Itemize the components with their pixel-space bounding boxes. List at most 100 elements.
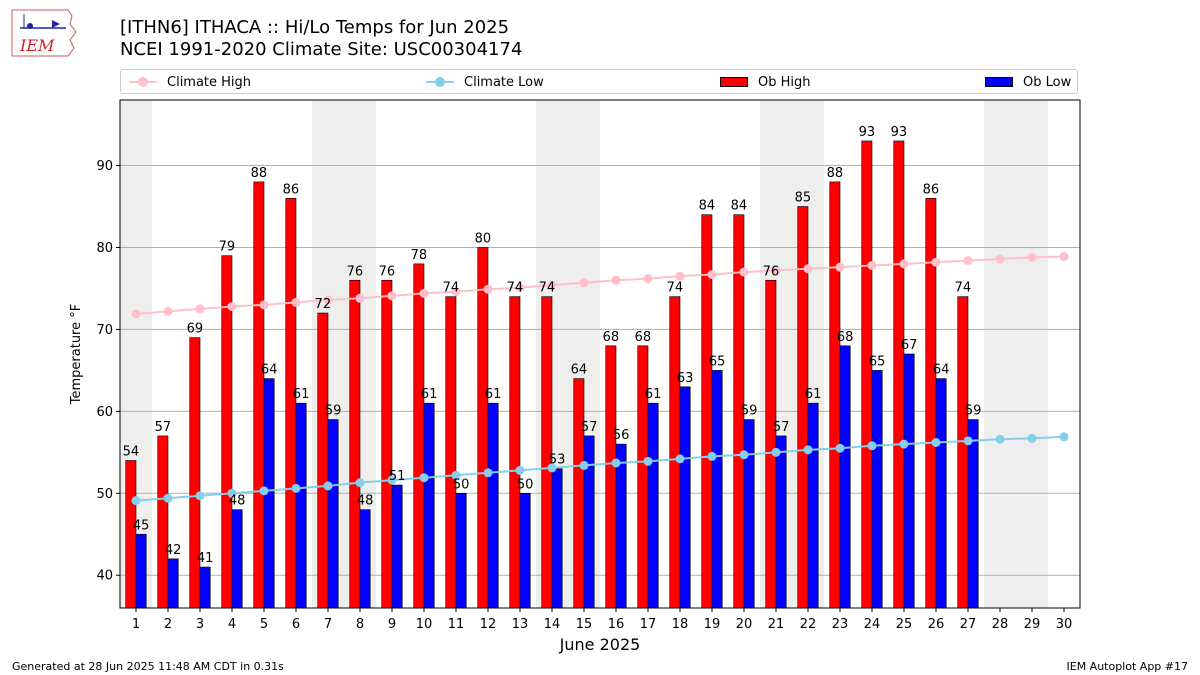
y-tick-label-50: 50: [96, 487, 113, 502]
ob-high-label-21: 76: [763, 264, 780, 279]
weekend-shade-28: [984, 100, 1016, 608]
climate-low-point-20: [739, 450, 749, 460]
ob-low-bar-10: [423, 402, 435, 609]
x-tick-label-8: 8: [356, 617, 364, 632]
climate-high-point-13: [515, 283, 525, 293]
ob-high-label-19: 84: [699, 199, 716, 214]
ob-high-label-27: 74: [955, 281, 972, 296]
ob-high-bar-17: [637, 345, 649, 609]
x-tick-label-28: 28: [992, 617, 1009, 632]
ob-low-bar-6: [295, 402, 307, 609]
ob-low-bar-23: [839, 345, 851, 609]
climate-low-point-16: [611, 458, 621, 468]
ob-high-bar-22: [797, 206, 809, 609]
ob-high-label-13: 74: [507, 281, 524, 296]
legend-label-climate-low: Climate Low: [464, 74, 544, 90]
ob-low-label-26: 64: [933, 363, 950, 378]
ob-low-bar-2: [167, 558, 179, 609]
weekend-shade-22: [792, 100, 824, 608]
logo-text: IEM: [19, 36, 55, 55]
climate-low-point-19: [707, 451, 717, 461]
x-tick-label-1: 1: [132, 617, 140, 632]
climate-low-point-22: [803, 445, 813, 455]
ob-low-label-18: 63: [677, 371, 694, 386]
climate-high-point-29: [1027, 252, 1037, 262]
legend-item-climate-low: Climate Low: [426, 73, 544, 91]
ob-high-bar-20: [733, 214, 745, 609]
climate-high-point-30: [1059, 251, 1069, 261]
climate-high-point-18: [675, 271, 685, 281]
climate-high-point-9: [387, 291, 397, 301]
climate-high-point-14: [547, 280, 557, 290]
x-tick-label-20: 20: [736, 617, 753, 632]
ob-high-label-10: 78: [411, 248, 428, 263]
x-tick-label-6: 6: [292, 617, 300, 632]
x-tick-label-16: 16: [608, 617, 625, 632]
climate-low-point-29: [1027, 433, 1037, 443]
ob-high-bar-14: [541, 296, 553, 609]
climate-low-point-14: [547, 463, 557, 473]
ob-low-label-13: 50: [517, 477, 534, 492]
climate-low-point-18: [675, 454, 685, 464]
climate-high-point-6: [291, 297, 301, 307]
x-tick-label-4: 4: [228, 617, 236, 632]
plot-frame: [119, 99, 1081, 609]
ob-high-label-12: 80: [475, 231, 492, 246]
ob-high-label-6: 86: [283, 182, 300, 197]
climate-high-point-28: [995, 254, 1005, 264]
weekend-shade-7: [312, 100, 344, 608]
climate-low-point-21: [771, 447, 781, 457]
x-tick-label-25: 25: [896, 617, 913, 632]
climate-high-point-3: [195, 304, 205, 314]
ob-high-bar-19: [701, 214, 713, 609]
ob-low-label-6: 61: [293, 387, 310, 402]
ob-low-bar-16: [615, 443, 627, 609]
climate-low-point-13: [515, 465, 525, 475]
x-tick-label-2: 2: [164, 617, 172, 632]
climate-low-point-30: [1059, 432, 1069, 442]
ob-high-label-24: 93: [859, 125, 876, 140]
climate-high-point-4: [227, 301, 237, 311]
iowa-outline-icon: [11, 9, 77, 57]
x-tick-label-11: 11: [448, 617, 465, 632]
climate-low-point-8: [355, 478, 365, 488]
ob-low-label-7: 59: [325, 404, 342, 419]
ob-high-label-18: 74: [667, 281, 684, 296]
ob-low-label-4: 48: [229, 494, 246, 509]
iem-logo: IEM: [11, 9, 77, 57]
climate-low-point-24: [867, 441, 877, 451]
ob-high-label-26: 86: [923, 182, 940, 197]
climate-low-point-9: [387, 475, 397, 485]
climate-high-point-11: [451, 287, 461, 297]
ob-low-label-1: 45: [133, 518, 150, 533]
climate-high-point-26: [931, 257, 941, 267]
y-tick-label-90: 90: [96, 159, 113, 174]
x-tick-label-3: 3: [196, 617, 204, 632]
ob-high-label-23: 88: [827, 166, 844, 181]
ob-low-bar-9: [391, 484, 403, 609]
climate-high-point-22: [803, 264, 813, 274]
ob-low-bar-3: [199, 566, 211, 609]
ob-high-swatch: [720, 77, 748, 87]
weekend-shade-15: [568, 100, 600, 608]
climate-high-point-1: [131, 309, 141, 319]
title-line-1: [ITHN6] ITHACA :: Hi/Lo Temps for Jun 20…: [120, 17, 510, 38]
ob-high-bar-3: [189, 337, 201, 609]
ob-low-bar-4: [231, 509, 243, 609]
ob-high-label-7: 72: [315, 297, 332, 312]
climate-high-point-27: [963, 256, 973, 266]
climate-high-point-5: [259, 300, 269, 310]
climate-high-point-10: [419, 288, 429, 298]
climate-low-point-17: [643, 456, 653, 466]
legend-item-climate-high: Climate High: [129, 73, 251, 91]
climate-low-point-23: [835, 443, 845, 453]
y-axis-label: Temperature °F: [69, 304, 84, 405]
ob-high-bar-7: [317, 312, 329, 609]
climate-low-point-7: [323, 481, 333, 491]
ob-low-bar-15: [583, 435, 595, 609]
ob-low-label-25: 67: [901, 338, 918, 353]
x-tick-label-24: 24: [864, 617, 881, 632]
climate-high-point-16: [611, 275, 621, 285]
climate-low-point-3: [195, 491, 205, 501]
ob-low-bar-19: [711, 370, 723, 609]
